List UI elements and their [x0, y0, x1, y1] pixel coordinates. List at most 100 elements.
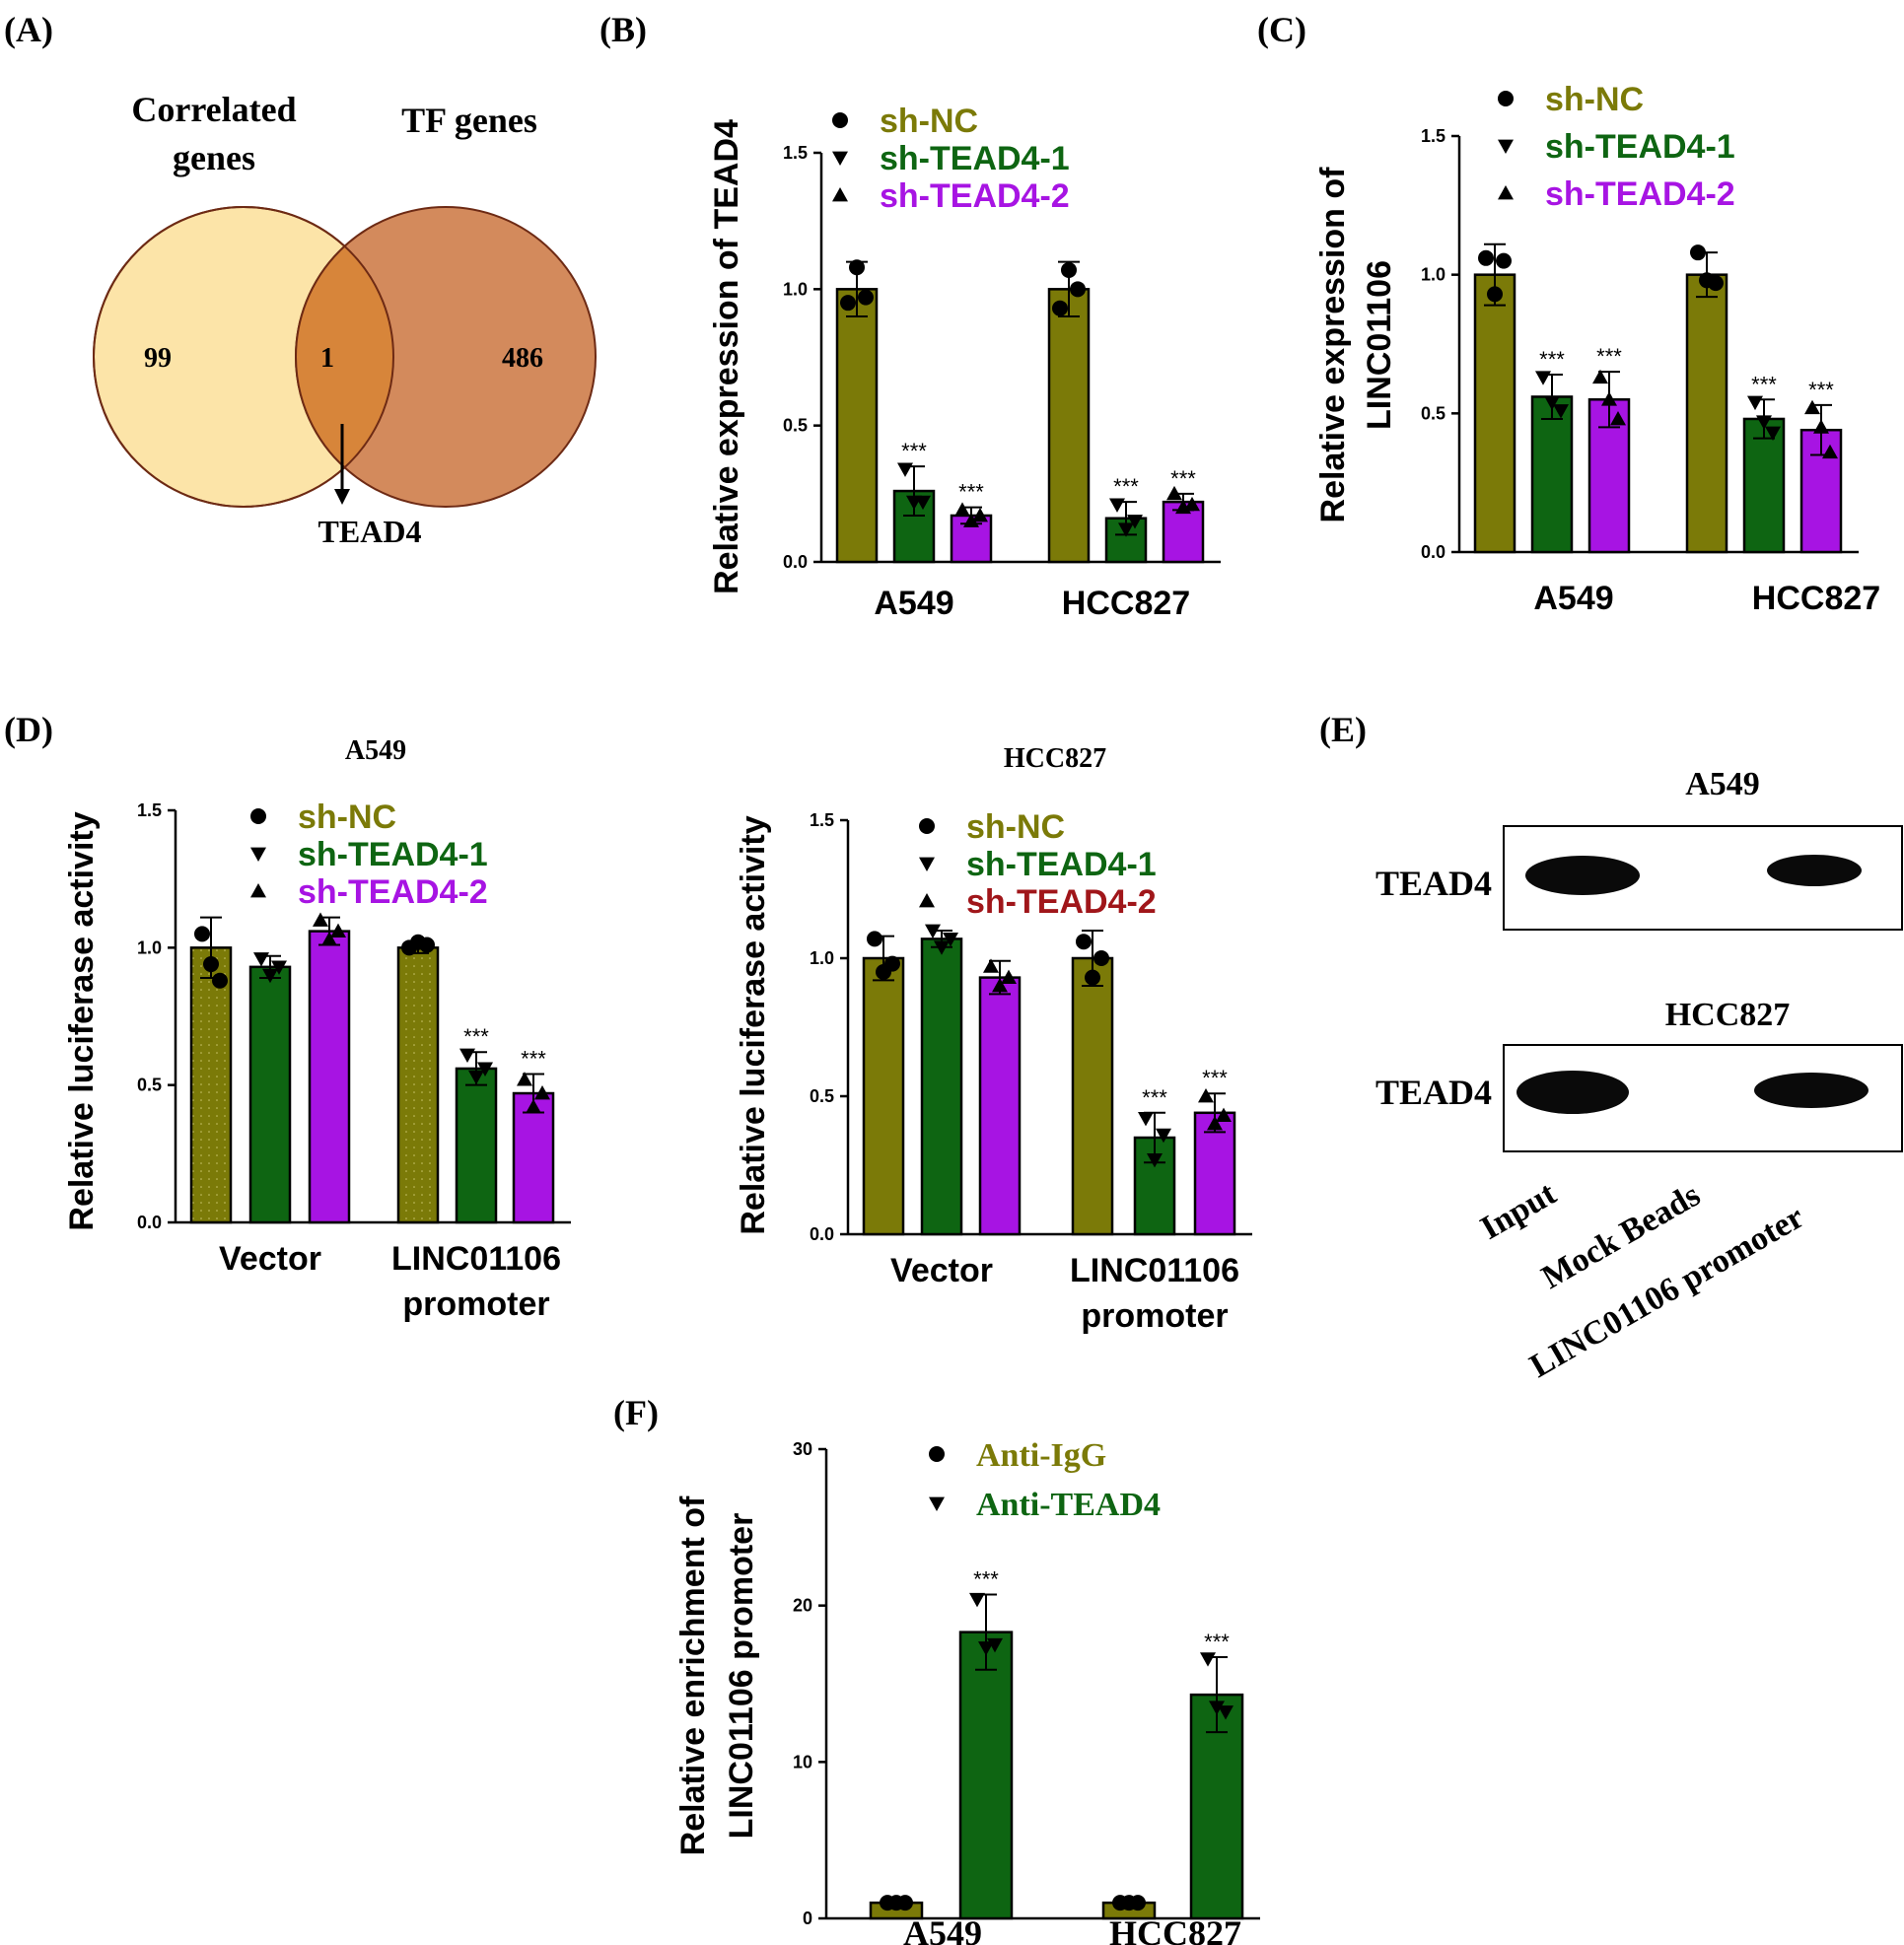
y-tick-label: 1.5: [810, 810, 834, 830]
y-tick-label: 1.0: [783, 279, 808, 299]
data-point: [517, 1072, 532, 1086]
y-tick-label: 1.0: [1421, 265, 1446, 285]
category-label: HCC827: [1062, 585, 1190, 622]
legend-marker: [250, 883, 266, 898]
bar: [1742, 417, 1786, 554]
panel-label-f: (F): [613, 1393, 659, 1432]
chart-b-tead4-expression: 0.0 0.5 1.0 1.5 Relative expression of TEAD4…: [708, 103, 1221, 622]
data-point: [253, 952, 269, 967]
bar: [978, 976, 1022, 1236]
bar: [958, 1631, 1014, 1920]
significance-label: ***: [1113, 474, 1139, 499]
significance-label: ***: [521, 1047, 546, 1072]
y-tick-label: 0: [803, 1909, 812, 1928]
data-point: [1544, 395, 1560, 411]
bar: [1685, 273, 1728, 554]
venn-right-count: 486: [502, 343, 543, 374]
data-point: [1200, 1652, 1216, 1667]
data-point: [459, 1048, 475, 1064]
data-point: [1093, 950, 1109, 966]
data-point: [1487, 286, 1503, 303]
data-point: [1592, 369, 1608, 384]
legend-label: sh-TEAD4-1: [1545, 128, 1735, 166]
data-point: [1601, 391, 1617, 406]
data-point: [203, 956, 219, 973]
y-tick-label: 10: [793, 1752, 812, 1771]
chart-f-chip-enrichment: 0 10 20 30 Relative enrichment of LINC01106 p…: [674, 1437, 1260, 1945]
venn-arrow-label: TEAD4: [318, 514, 422, 549]
data-point: [419, 937, 435, 953]
data-point: [194, 926, 210, 942]
data-point: [1216, 1107, 1232, 1122]
venn-left-outline: [93, 206, 394, 508]
legend-marker: [1498, 185, 1514, 200]
data-point: [1478, 249, 1494, 266]
legend-marker: [250, 847, 266, 862]
y-tick-label: 30: [793, 1439, 812, 1459]
venn-right-title: TF genes: [401, 101, 537, 140]
data-point: [313, 912, 328, 927]
significance-label: ***: [1204, 1630, 1230, 1654]
chart-title: HCC827: [1004, 743, 1106, 774]
y-axis-title-line2: LINC01106 promoter: [723, 1513, 760, 1840]
category-label-line1: LINC01106: [1070, 1252, 1239, 1289]
y-axis-title-line2: LINC01106: [1361, 260, 1398, 430]
data-point: [1147, 1153, 1163, 1168]
significance-label: ***: [1539, 347, 1565, 372]
panel-label-b: (B): [599, 10, 647, 49]
data-point: [212, 972, 228, 989]
blot-panel: A549 TEAD4 HCC827 TEAD4 Input Mock Beads…: [1375, 766, 1903, 1385]
y-tick-label: 0.0: [783, 552, 808, 572]
data-point: [925, 924, 941, 938]
category-label: Vector: [890, 1252, 993, 1289]
y-tick-label: 0.0: [137, 1213, 162, 1232]
data-point: [987, 1637, 1003, 1653]
significance-label: ***: [973, 1567, 999, 1592]
venn-diagram: Correlated genes TF genes 99 1 486 TEAD4: [93, 90, 597, 549]
y-axis-title: Relative expression of TEAD4: [708, 119, 745, 594]
significance-label: ***: [1142, 1085, 1167, 1110]
legend-label: sh-NC: [966, 808, 1065, 846]
data-point: [262, 968, 278, 984]
legend-label: sh-TEAD4-1: [298, 836, 488, 873]
data-point: [1166, 485, 1182, 501]
legend-marker: [832, 112, 848, 128]
data-point: [884, 955, 900, 972]
y-axis-title: Relative luciferase activity: [735, 815, 772, 1234]
category-label: A549: [874, 585, 953, 622]
data-point: [477, 1062, 493, 1077]
y-tick-label: 1.5: [137, 800, 162, 820]
data-point: [897, 462, 913, 477]
blot-bottom-row-label: TEAD4: [1375, 1073, 1492, 1112]
legend-marker: [250, 808, 266, 824]
data-point: [1756, 415, 1772, 430]
data-point: [1138, 1112, 1154, 1127]
y-axis-title-line1: Relative expression of: [1314, 167, 1352, 523]
bar: [396, 946, 440, 1224]
legend-marker: [832, 151, 848, 166]
bar: [1473, 273, 1516, 554]
y-tick-label: 1.0: [810, 948, 834, 968]
data-point: [992, 978, 1008, 993]
significance-label: ***: [1596, 344, 1622, 369]
venn-left-title-line1: Correlated: [131, 90, 296, 129]
venn-arrow-head: [334, 489, 350, 505]
data-point: [1061, 261, 1077, 278]
blot-top-row-label: TEAD4: [1375, 864, 1492, 903]
significance-label: ***: [958, 480, 984, 505]
data-point: [534, 1085, 550, 1100]
data-point: [271, 960, 287, 975]
data-point: [1765, 426, 1781, 442]
bar: [892, 489, 936, 564]
legend-marker: [929, 1496, 945, 1511]
panel-label-a: (A): [4, 10, 53, 49]
data-point: [943, 933, 958, 947]
y-tick-label: 1.0: [137, 938, 162, 957]
legend-marker: [1498, 91, 1514, 106]
data-point: [1218, 1705, 1234, 1720]
chart-d-luciferase-hcc827: 0.0 0.5 1.0 1.5 Relative luciferase activity…: [735, 743, 1252, 1335]
bar: [248, 965, 292, 1224]
data-point: [1207, 1116, 1223, 1131]
data-point: [1804, 399, 1820, 415]
category-label: HCC827: [1109, 1913, 1241, 1945]
